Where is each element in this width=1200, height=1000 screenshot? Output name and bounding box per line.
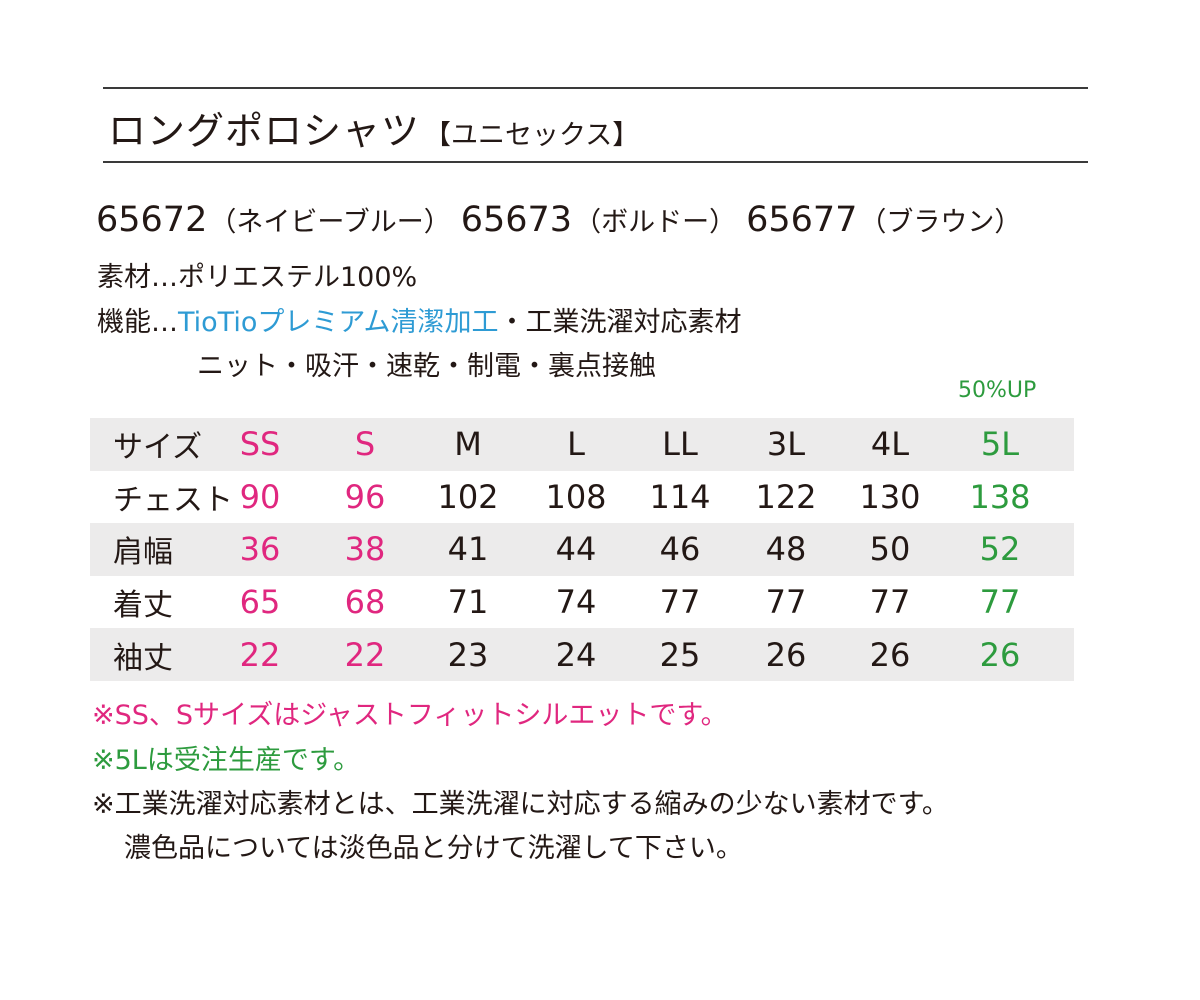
function-spec-line2: ニット・吸汗・速乾・制電・裏点接触 bbox=[197, 351, 656, 382]
size-value-cell: 24 bbox=[555, 635, 597, 674]
size-header-cell: M bbox=[454, 425, 482, 464]
size-value-cell: 77 bbox=[659, 583, 701, 622]
size-value-cell: 68 bbox=[344, 583, 386, 622]
row-label: サイズ bbox=[113, 430, 203, 466]
size-header-cell: SS bbox=[239, 425, 281, 464]
function-rest: ・工業洗濯対応素材 bbox=[498, 307, 742, 338]
size-value-cell: 50 bbox=[869, 530, 911, 569]
size-value-cell: 26 bbox=[979, 635, 1021, 674]
note-fit: ※SS、Sサイズはジャストフィットシルエットです。 bbox=[92, 700, 728, 731]
size-value-cell: 25 bbox=[659, 635, 701, 674]
note-industrial-wash: ※工業洗濯対応素材とは、工業洗濯に対応する縮みの少ない素材です。 bbox=[92, 789, 949, 820]
product-code: 65677 bbox=[746, 200, 858, 240]
product-title: ロングポロシャツ 【ユニセックス】 bbox=[108, 100, 639, 156]
size-value-cell: 65 bbox=[239, 583, 281, 622]
size-value-cell: 36 bbox=[239, 530, 281, 569]
size-table: サイズ SS S M L LL 3L 4L 5L チェスト 90 96 102 108 114 122 130 1… bbox=[90, 418, 1074, 681]
product-code: 65672 bbox=[96, 200, 208, 240]
size-value-cell: 44 bbox=[555, 530, 597, 569]
size-value-cell: 138 bbox=[969, 477, 1031, 516]
row-label: 袖丈 bbox=[113, 640, 173, 676]
size-value-cell: 23 bbox=[447, 635, 489, 674]
note-made-to-order: ※5Lは受注生産です。 bbox=[92, 745, 361, 776]
product-codes: 65672 （ネイビーブルー） 65673 （ボルドー） 65677 （ブラウン… bbox=[96, 200, 1031, 248]
row-label: 肩幅 bbox=[113, 535, 173, 571]
upsize-note: 50%UP bbox=[958, 378, 1037, 403]
function-highlight: TioTioプレミアム清潔加工 bbox=[178, 307, 499, 338]
size-header-row: サイズ SS S M L LL 3L 4L 5L bbox=[90, 418, 1074, 471]
product-color: （ブラウン） bbox=[859, 207, 1022, 238]
title-divider bbox=[103, 161, 1088, 163]
size-value-cell: 48 bbox=[765, 530, 807, 569]
size-value-cell: 77 bbox=[979, 583, 1021, 622]
size-value-cell: 74 bbox=[555, 583, 597, 622]
product-color: （ボルドー） bbox=[574, 207, 737, 238]
size-row: 肩幅 36 38 41 44 46 48 50 52 bbox=[90, 523, 1074, 576]
size-value-cell: 38 bbox=[344, 530, 386, 569]
top-divider bbox=[103, 87, 1088, 89]
title-sub: 【ユニセックス】 bbox=[424, 120, 640, 151]
size-value-cell: 102 bbox=[437, 477, 499, 516]
size-row: チェスト 90 96 102 108 114 122 130 138 bbox=[90, 471, 1074, 524]
material-spec: 素材…ポリエステル100% bbox=[97, 262, 418, 293]
size-value-cell: 22 bbox=[239, 635, 281, 674]
size-row: 袖丈 22 22 23 24 25 26 26 26 bbox=[90, 628, 1074, 681]
function-spec: 機能…TioTioプレミアム清潔加工・工業洗濯対応素材 bbox=[97, 303, 741, 343]
size-row: 着丈 65 68 71 74 77 77 77 77 bbox=[90, 576, 1074, 629]
size-value-cell: 90 bbox=[239, 477, 281, 516]
size-value-cell: 22 bbox=[344, 635, 386, 674]
size-value-cell: 96 bbox=[344, 477, 386, 516]
title-main: ロングポロシャツ bbox=[108, 109, 421, 153]
size-value-cell: 26 bbox=[765, 635, 807, 674]
size-value-cell: 46 bbox=[659, 530, 701, 569]
row-label: 着丈 bbox=[113, 588, 173, 624]
size-header-cell: LL bbox=[662, 425, 698, 464]
size-value-cell: 52 bbox=[979, 530, 1021, 569]
size-value-cell: 77 bbox=[765, 583, 807, 622]
size-value-cell: 26 bbox=[869, 635, 911, 674]
size-header-cell: 3L bbox=[766, 425, 806, 464]
size-value-cell: 122 bbox=[755, 477, 817, 516]
size-header-cell: S bbox=[354, 425, 376, 464]
row-label: チェスト bbox=[113, 482, 233, 518]
size-header-cell: L bbox=[567, 425, 585, 464]
size-value-cell: 71 bbox=[447, 583, 489, 622]
size-value-cell: 130 bbox=[859, 477, 921, 516]
note-wash-separately: 濃色品については淡色品と分けて洗濯して下さい。 bbox=[124, 833, 743, 864]
product-color: （ネイビーブルー） bbox=[209, 207, 451, 238]
size-value-cell: 108 bbox=[545, 477, 607, 516]
size-value-cell: 41 bbox=[447, 530, 489, 569]
size-value-cell: 114 bbox=[649, 477, 711, 516]
function-label: 機能… bbox=[97, 307, 178, 338]
size-header-cell: 4L bbox=[870, 425, 910, 464]
size-header-cell: 5L bbox=[980, 425, 1020, 464]
size-value-cell: 77 bbox=[869, 583, 911, 622]
product-code: 65673 bbox=[460, 200, 573, 240]
